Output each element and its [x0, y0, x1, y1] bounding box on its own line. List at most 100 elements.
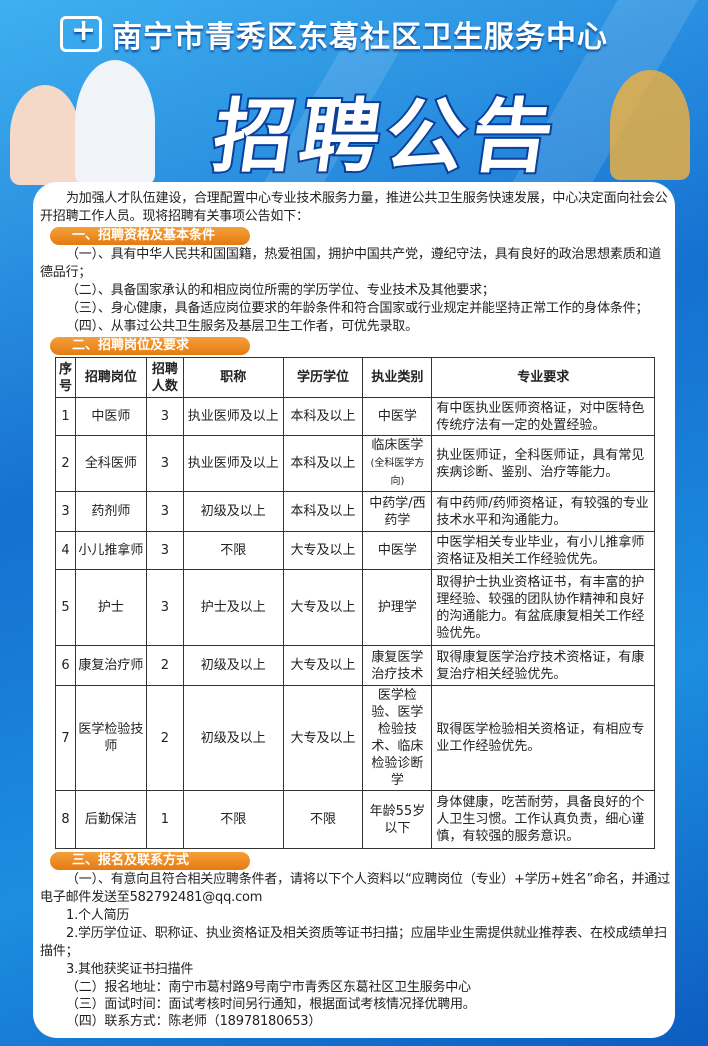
section-heading: 一、招聘资格及基本条件 — [50, 227, 250, 245]
table-row: 5 护士 3 护士及以上 大专及以上 护理学 取得护士执业资格证书，有丰富的护理经验、较强的… — [55, 569, 655, 646]
cell-count: 3 — [145, 491, 184, 532]
cell-education: 本科及以上 — [282, 435, 364, 492]
cell-education: 大专及以上 — [282, 645, 364, 686]
cell-text: 3 — [160, 504, 169, 519]
positions-table: 序号 招聘岗位 招聘人数 职称 学历学位 执业类别 专业要求 1 中医师 3 执业医师… — [55, 357, 655, 849]
cell-count: 1 — [145, 790, 184, 849]
col-header: 招聘岗位 — [74, 357, 147, 398]
org-header: 南宁市青秀区东葛社区卫生服务中心 — [60, 12, 608, 56]
content-flow: 为加强人才队伍建设，合理配置中心专业技术服务力量，推进公共卫生服务快速发展，中心… — [40, 190, 670, 1030]
cell-title: 护士及以上 — [182, 569, 284, 646]
cell-seq: 2 — [55, 435, 76, 492]
cell-position: 中医师 — [74, 397, 147, 436]
cell-text: 8 — [61, 812, 70, 827]
cell-education: 不限 — [282, 790, 364, 849]
cell-text: 后勤保洁 — [84, 812, 137, 827]
cell-education: 大专及以上 — [282, 531, 364, 570]
cell-text: 3 — [160, 600, 169, 615]
cell-text: 医学检验、医学检验技术、临床检验诊断学 — [371, 688, 424, 788]
doc-item: 3.其他获奖证书扫描件 — [66, 962, 194, 977]
cell-text: 大专及以上 — [290, 730, 356, 746]
cell-category: 康复医学治疗技术 — [362, 645, 433, 686]
col-header: 学历学位 — [282, 357, 364, 398]
table-row: 6 康复治疗师 2 初级及以上 大专及以上 康复医学治疗技术 取得康复医学治疗技术资格证，有… — [55, 645, 655, 686]
cell-text: 取得医学检验相关资格证，有相应专业工作经验优先。 — [436, 722, 645, 754]
cell-count: 2 — [145, 685, 184, 791]
cell-category: 医学检验、医学检验技术、临床检验诊断学 — [362, 685, 433, 791]
nurse-illustration — [10, 85, 80, 185]
cell-seq: 4 — [55, 531, 76, 570]
poster-title: 招聘公告 — [206, 88, 567, 185]
section-heading: 三、报名及联系方式 — [50, 852, 250, 870]
cell-text: 年龄55岁以下 — [369, 803, 426, 836]
cell-text: 中医学 — [377, 409, 417, 424]
cell-seq: 5 — [55, 569, 76, 646]
cell-text: 不限 — [220, 543, 247, 558]
cell-text: 康复治疗师 — [78, 658, 144, 673]
cell-text: 3 — [160, 409, 169, 424]
cell-text: 本科及以上 — [290, 504, 356, 519]
cell-text: 2 — [61, 456, 70, 471]
condition-item: （二）、具备国家承认的和相应岗位所需的学历学位、专业技术及其他要求； — [66, 283, 495, 298]
cell-text: 全科医师 — [84, 456, 137, 471]
cell-title: 执业医师及以上 — [182, 397, 284, 436]
condition-item: （一）、具有中华人民共和国国籍，热爱祖国，拥护中国共产党，遵纪守法，具有良好的政… — [40, 247, 662, 280]
cell-requirement: 有中药师/药师资格证，有较强的专业技术水平和沟通能力。 — [431, 491, 655, 532]
cell-text: 2 — [160, 658, 169, 673]
cell-text: 中医学相关专业毕业，有小儿推拿师资格证及相关工作经验优先。 — [436, 534, 645, 567]
cell-text: 执业医师及以上 — [187, 456, 279, 471]
cell-category: 护理学 — [362, 569, 433, 646]
cell-text: 临床医学 — [371, 438, 424, 453]
cell-requirement: 有中医执业医师资格证，对中医特色传统疗法有一定的处置经验。 — [431, 397, 655, 436]
cell-seq: 7 — [55, 685, 76, 791]
cell-education: 大专及以上 — [282, 569, 364, 646]
cell-category: 中医学 — [362, 531, 433, 570]
cell-position: 药剂师 — [74, 491, 147, 532]
cell-text: 护士及以上 — [200, 600, 266, 615]
cell-title: 执业医师及以上 — [182, 435, 284, 492]
cell-text: 药剂师 — [91, 504, 131, 519]
cell-seq: 6 — [55, 645, 76, 686]
cell-count: 3 — [145, 397, 184, 436]
cell-requirement: 取得护士执业资格证书，有丰富的护理经验、较强的团队协作精神和良好的沟通能力。有盆… — [431, 569, 655, 646]
cell-text: 中医师 — [91, 409, 131, 424]
cell-education: 本科及以上 — [282, 491, 364, 532]
megaphone-person-illustration — [610, 70, 690, 180]
cell-text: 取得康复医学治疗技术资格证，有康复治疗相关经验优先。 — [436, 649, 645, 682]
cell-text: 身体健康，吃苦耐劳，具备良好的个人卫生习惯。工作认真负责，细心谨慎，有较强的服务… — [436, 795, 645, 844]
cell-text: 有中医执业医师资格证，对中医特色传统疗法有一定的处置经验。 — [436, 400, 645, 433]
cell-text: 1 — [160, 812, 169, 827]
condition-item: （四）、从事过公共卫生服务及基层卫生工作者，可优先录取。 — [66, 319, 418, 334]
cell-requirement: 身体健康，吃苦耐劳，具备良好的个人卫生习惯。工作认真负责，细心谨慎，有较强的服务… — [431, 790, 655, 849]
table-header-row: 序号 招聘岗位 招聘人数 职称 学历学位 执业类别 专业要求 — [55, 357, 655, 398]
interview-text: （三）面试时间：面试考核时间另行通知，根据面试考核情况择优聘用。 — [66, 997, 476, 1012]
cell-text: 大专及以上 — [290, 658, 356, 673]
cell-seq: 8 — [55, 790, 76, 849]
col-header: 序号 — [55, 357, 76, 398]
cell-text: 3 — [160, 543, 169, 558]
intro-text: 为加强人才队伍建设，合理配置中心专业技术服务力量，推进公共卫生服务快速发展，中心… — [40, 191, 668, 224]
table-row: 8 后勤保洁 1 不限 不限 年龄55岁以下 身体健康，吃苦耐劳，具备良好的个人卫生习惯。工… — [55, 790, 655, 849]
cell-position: 医学检验技师 — [74, 685, 147, 791]
address-text: （二）报名地址：南宁市葛村路9号南宁市青秀区东葛社区卫生服务中心 — [66, 980, 471, 995]
cell-text: 有中药师/药师资格证，有较强的专业技术水平和沟通能力。 — [436, 495, 649, 528]
cell-text: 7 — [61, 730, 70, 746]
cell-title: 不限 — [182, 531, 284, 570]
cell-text: 2 — [160, 730, 169, 746]
cell-text: 护士 — [97, 600, 124, 615]
cell-title: 初级及以上 — [182, 685, 284, 791]
doc-item: 1.个人简历 — [66, 908, 130, 923]
cell-text: 中药学/西药学 — [369, 495, 426, 528]
cell-position: 护士 — [74, 569, 147, 646]
cell-text: 大专及以上 — [290, 543, 356, 558]
cell-seq: 1 — [55, 397, 76, 436]
cell-category: 中医学 — [362, 397, 433, 436]
cell-text: 护理学 — [377, 600, 417, 615]
cell-text: 3 — [160, 456, 169, 471]
cell-position: 小儿推拿师 — [74, 531, 147, 570]
cell-text: 不限 — [310, 812, 337, 827]
cell-category: 临床医学 (全科医学方向) — [362, 435, 433, 492]
col-header: 招聘人数 — [145, 357, 184, 398]
cell-text: 中医学 — [377, 543, 417, 558]
cell-seq: 3 — [55, 491, 76, 532]
